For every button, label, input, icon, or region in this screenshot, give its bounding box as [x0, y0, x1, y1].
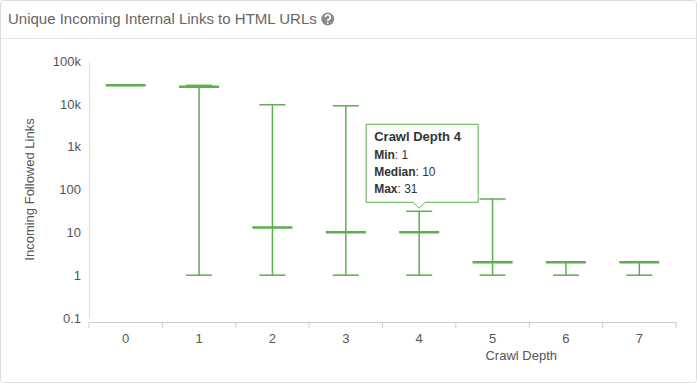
y-tick: 1k	[67, 139, 89, 154]
whisker[interactable]	[565, 262, 567, 275]
y-tick-label: 100	[59, 182, 81, 197]
y-tick-label: 0.1	[63, 311, 81, 326]
median[interactable]	[179, 86, 219, 89]
x-tick-label: 2	[269, 331, 276, 346]
x-tick: 7	[636, 322, 643, 346]
y-tick: 100k	[53, 54, 89, 69]
x-band-separator	[676, 322, 677, 328]
median[interactable]	[106, 84, 146, 87]
y-tick-label: 10k	[60, 96, 81, 111]
y-tick: 0.1	[63, 311, 89, 326]
x-tick-label: 7	[636, 331, 643, 346]
box[interactable]	[326, 106, 366, 275]
tooltip-row: Min: 1	[374, 148, 408, 162]
x-tick: 5	[489, 322, 496, 346]
median[interactable]	[399, 231, 439, 234]
tooltip-row-value: : 1	[395, 148, 409, 162]
whisker[interactable]	[272, 105, 274, 275]
x-tick-label: 3	[342, 331, 349, 346]
tooltip-row-name: Max	[374, 182, 398, 196]
tooltip-row-name: Min	[374, 148, 395, 162]
x-tick: 6	[562, 322, 569, 346]
y-tick-label: 1k	[67, 139, 81, 154]
median[interactable]	[326, 231, 366, 234]
x-tick-label: 5	[489, 331, 496, 346]
x-tick-label: 0	[122, 331, 129, 346]
min-cap[interactable]	[626, 274, 652, 276]
min-cap[interactable]	[553, 274, 579, 276]
max-cap[interactable]	[333, 105, 359, 107]
min-cap[interactable]	[406, 274, 432, 276]
x-tick: 3	[342, 322, 349, 346]
x-band-separator	[89, 322, 90, 328]
chart: Unique Incoming Internal Links to HTML U…	[0, 0, 697, 383]
box[interactable]	[546, 262, 586, 275]
x-band-separator	[235, 322, 236, 328]
marks	[106, 85, 660, 275]
y-tick-label: 10	[67, 225, 81, 240]
tooltip-row-value: : 10	[416, 165, 436, 179]
min-cap[interactable]	[259, 274, 285, 276]
x-tick: 0	[122, 322, 129, 346]
y-tick: 10	[67, 225, 89, 240]
tooltip-box	[366, 124, 478, 208]
help-icon[interactable]	[321, 13, 334, 26]
median[interactable]	[252, 226, 292, 229]
tooltip-row-name: Median	[374, 165, 415, 179]
box[interactable]	[252, 105, 292, 275]
x-axis: 0 1 2 3 4 5 6 7	[90, 322, 677, 346]
whisker[interactable]	[639, 262, 641, 275]
y-axis-line	[89, 62, 90, 319]
y-axis: 0.1 1 10 100 1k 10k 100k	[53, 54, 90, 326]
help-icon-dot[interactable]	[327, 22, 329, 24]
x-tick: 2	[269, 322, 276, 346]
x-band-separator	[529, 322, 530, 328]
box[interactable]	[106, 85, 146, 86]
tooltip: Crawl Depth 4 Min: 1 Median: 10 Max: 31	[366, 124, 478, 208]
min-cap[interactable]	[186, 274, 212, 276]
tooltip-row: Median: 10	[374, 165, 436, 179]
x-tick: 1	[195, 322, 202, 346]
x-band-separator	[382, 322, 383, 328]
x-axis-title: Crawl Depth	[485, 348, 557, 363]
whisker[interactable]	[345, 106, 347, 275]
box[interactable]	[619, 262, 659, 275]
title: Unique Incoming Internal Links to HTML U…	[8, 10, 317, 27]
x-band-separator	[602, 322, 603, 328]
help-icon-glyph[interactable]	[325, 15, 330, 21]
y-tick-label: 1	[74, 268, 81, 283]
tooltip-row: Max: 31	[374, 182, 418, 196]
min-cap[interactable]	[333, 274, 359, 276]
y-tick-label: 100k	[53, 54, 82, 69]
x-tick: 4	[416, 322, 423, 346]
whisker[interactable]	[198, 85, 200, 275]
y-tick: 1	[74, 268, 89, 283]
x-band-separator	[455, 322, 456, 328]
box[interactable]	[473, 199, 513, 275]
help-icon-circle[interactable]	[321, 13, 334, 26]
tooltip-title: Crawl Depth 4	[374, 129, 461, 144]
title-separator	[1, 38, 696, 39]
whisker[interactable]	[492, 199, 494, 275]
x-tick-label: 6	[562, 331, 569, 346]
max-cap[interactable]	[259, 104, 285, 106]
x-band-separator	[309, 322, 310, 328]
median[interactable]	[619, 261, 659, 264]
box[interactable]	[399, 211, 439, 275]
x-tick-label: 1	[195, 331, 202, 346]
x-band-separator	[162, 322, 163, 328]
y-tick: 10k	[60, 96, 89, 111]
y-axis-title: Incoming Followed Links	[22, 118, 37, 261]
box[interactable]	[179, 85, 219, 275]
max-cap[interactable]	[406, 211, 432, 213]
tooltip-row-value: : 31	[398, 182, 418, 196]
y-tick: 100	[59, 182, 89, 197]
max-cap[interactable]	[480, 198, 506, 200]
median[interactable]	[546, 261, 586, 264]
x-tick-label: 4	[416, 331, 423, 346]
whisker[interactable]	[418, 211, 420, 275]
min-cap[interactable]	[480, 274, 506, 276]
panel	[1, 1, 697, 383]
median[interactable]	[473, 261, 513, 264]
